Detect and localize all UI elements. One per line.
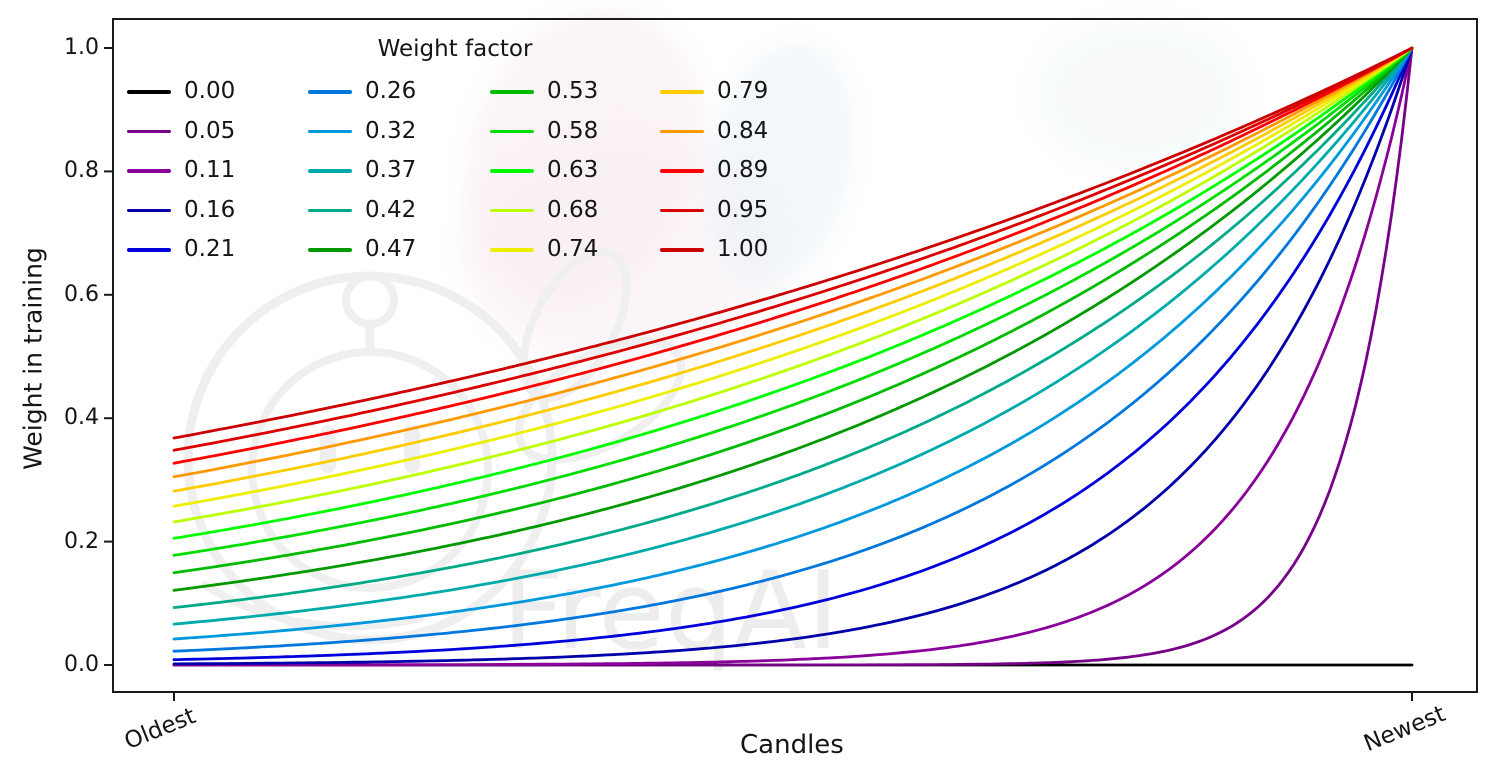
legend-swatch (127, 129, 171, 133)
legend-item: 0.79 (660, 72, 783, 112)
legend-item: 0.37 (308, 151, 490, 191)
legend-label: 0.74 (547, 236, 599, 263)
legend-swatch (308, 90, 352, 94)
legend-label: 0.63 (547, 157, 599, 184)
legend-swatch (127, 90, 171, 94)
legend-item: 0.95 (660, 191, 783, 231)
legend-swatch (660, 129, 704, 133)
axes-spines (112, 18, 1478, 693)
series-line (172, 46, 1414, 662)
legend-grid: 0.00 0.05 0.11 0.16 0.21 0.26 0.32 0.37 0.42 0.47… (127, 72, 783, 270)
series-line (172, 46, 1414, 667)
series-line (172, 46, 1414, 609)
legend-item: 0.89 (660, 151, 783, 191)
watermark-text: FreqAI (502, 549, 839, 674)
legend-swatch (490, 208, 534, 212)
legend-item: 0.11 (127, 151, 308, 191)
legend-swatch (127, 169, 171, 173)
legend-swatch (490, 129, 534, 133)
legend-item: 0.16 (127, 191, 308, 231)
legend-item: 0.47 (308, 230, 490, 270)
y-tick-label: 1.0 (64, 35, 99, 60)
legend-swatch (660, 208, 704, 212)
legend-title: Weight factor (377, 36, 533, 62)
y-tick-label: 0.8 (64, 158, 99, 184)
series-line (172, 46, 1414, 508)
y-tick-label: 0.2 (64, 528, 99, 554)
y-tick-label: 0.6 (64, 281, 99, 307)
legend-item: 0.58 (490, 112, 660, 152)
legend-item: 1.00 (660, 230, 783, 270)
legend-swatch (308, 169, 352, 173)
legend-swatch (308, 248, 352, 252)
legend-label: 0.58 (547, 117, 599, 144)
legend-swatch (127, 248, 171, 252)
legend-label: 0.26 (365, 78, 417, 105)
legend-label: 0.89 (717, 157, 769, 184)
y-tick-label: 0.4 (64, 405, 99, 431)
legend: Weight factor 0.00 0.05 0.11 0.16 0.21 0.26 0.… (127, 36, 783, 270)
series-line (172, 46, 1414, 557)
legend-swatch (490, 90, 534, 94)
series-line (172, 46, 1414, 479)
series-lines (172, 46, 1414, 667)
series-line (172, 46, 1414, 626)
legend-swatch (660, 90, 704, 94)
watermark-logo (183, 247, 686, 645)
legend-label: 0.37 (365, 157, 417, 184)
legend-item: 0.21 (127, 230, 308, 270)
legend-label: 0.53 (547, 78, 599, 105)
legend-swatch (660, 248, 704, 252)
legend-swatch (308, 129, 352, 133)
legend-item: 0.84 (660, 112, 783, 152)
y-axis-label: Weight in training (18, 247, 48, 470)
axis-ticks (104, 47, 1413, 701)
legend-label: 0.84 (717, 117, 769, 144)
series-line (172, 46, 1414, 592)
legend-item: 0.42 (308, 191, 490, 231)
legend-item: 0.53 (490, 72, 660, 112)
series-line (172, 46, 1414, 524)
legend-label: 0.21 (184, 236, 236, 263)
legend-swatch (308, 208, 352, 212)
legend-label: 0.95 (717, 196, 769, 223)
legend-label: 0.42 (365, 196, 417, 223)
legend-swatch (127, 208, 171, 212)
series-line (172, 46, 1414, 493)
legend-label: 0.00 (184, 78, 236, 105)
legend-label: 0.05 (184, 117, 236, 144)
legend-item: 0.32 (308, 112, 490, 152)
x-axis-label: Candles (740, 730, 844, 760)
legend-label: 0.79 (717, 78, 769, 105)
series-line (172, 46, 1414, 440)
series-line (172, 46, 1414, 653)
legend-item: 0.68 (490, 191, 660, 231)
legend-swatch (660, 169, 704, 173)
y-tick-label: 0.0 (64, 652, 99, 677)
legend-item: 0.26 (308, 72, 490, 112)
legend-item: 0.63 (490, 151, 660, 191)
legend-label: 0.32 (365, 117, 417, 144)
series-line (172, 46, 1414, 641)
legend-label: 1.00 (717, 236, 769, 263)
legend-swatch (490, 248, 534, 252)
legend-label: 0.47 (365, 236, 417, 263)
series-line (172, 46, 1414, 465)
legend-item: 0.74 (490, 230, 660, 270)
series-line (172, 46, 1414, 452)
legend-swatch (490, 169, 534, 173)
series-line (172, 46, 1414, 666)
legend-label: 0.16 (184, 196, 236, 223)
legend-label: 0.68 (547, 196, 599, 223)
legend-item: 0.05 (127, 112, 308, 152)
watermark-background-shapes (460, 8, 1250, 370)
series-line (172, 46, 1414, 575)
legend-label: 0.11 (184, 157, 236, 184)
legend-item: 0.00 (127, 72, 308, 112)
series-line (172, 46, 1414, 540)
